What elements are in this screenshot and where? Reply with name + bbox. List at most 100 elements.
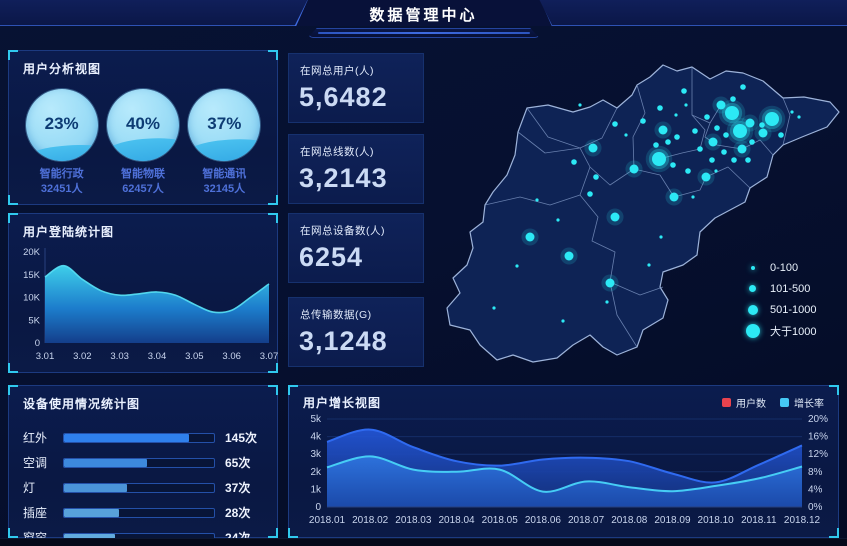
stat-label: 在网总用户(人) [300, 65, 374, 77]
legend-item-0-100[interactable]: 0-100 [746, 257, 817, 278]
bar-row-socket[interactable]: 插座 28次 [23, 501, 263, 524]
svg-text:12%: 12% [808, 449, 828, 460]
svg-text:2018.01: 2018.01 [309, 515, 346, 526]
bar-value: 28次 [225, 506, 251, 520]
panel-title-user-analysis: 用户分析视图 [23, 62, 102, 76]
gauge-percent: 37% [207, 114, 242, 133]
bar-track [63, 457, 215, 468]
liquid-gauge-iot[interactable]: 40% 智能物联 62457人 [102, 89, 183, 198]
svg-text:2018.10: 2018.10 [698, 515, 735, 526]
title-banner [294, 0, 553, 26]
svg-text:2018.06: 2018.06 [525, 515, 562, 526]
gauge-percent: 40% [125, 114, 160, 133]
legend-item-501-1000[interactable]: 501-1000 [746, 299, 817, 320]
svg-text:3.05: 3.05 [185, 351, 204, 362]
stat-card-total-devices: 在网总设备数(人) 6254 [288, 213, 424, 283]
stat-value: 5,6482 [299, 82, 388, 112]
svg-text:2018.04: 2018.04 [438, 515, 475, 526]
liquid-gauge-comm[interactable]: 37% 智能通讯 32145人 [184, 89, 265, 198]
legend-swatch-icon [722, 398, 731, 407]
legend-item-rate[interactable]: 增长率 [780, 395, 824, 410]
svg-text:10K: 10K [23, 293, 41, 304]
legend-label: 大于1000 [770, 325, 817, 338]
svg-text:2k: 2k [310, 467, 322, 478]
gauge-label: 智能物联 [120, 168, 165, 180]
svg-text:1k: 1k [310, 484, 322, 495]
gauge-circle: 40% [106, 89, 179, 161]
bar-fill [64, 533, 115, 542]
legend-label: 101-500 [770, 282, 811, 295]
svg-text:2018.09: 2018.09 [654, 515, 691, 526]
bar-label: 空调 [23, 456, 48, 470]
stat-label: 总传输数据(G) [300, 309, 372, 321]
gauge-label: 智能行政 [39, 168, 84, 180]
bar-value: 145次 [225, 431, 258, 445]
svg-text:5K: 5K [28, 315, 40, 326]
legend-item-gt-1000[interactable]: 大于1000 [746, 320, 817, 341]
svg-text:2018.08: 2018.08 [611, 515, 648, 526]
bar-label: 红外 [23, 431, 48, 445]
svg-text:3.01: 3.01 [36, 351, 55, 362]
stat-label: 在网总设备数(人) [300, 225, 385, 237]
dot-icon [746, 323, 760, 338]
bar-label: 窗帘 [23, 531, 48, 545]
bar-value: 65次 [225, 456, 251, 470]
svg-text:3.03: 3.03 [110, 351, 129, 362]
legend-label: 增长率 [794, 399, 824, 410]
bar-track [63, 432, 215, 443]
legend-label: 用户数 [736, 399, 766, 410]
svg-text:3.06: 3.06 [222, 351, 241, 362]
region-map[interactable] [430, 45, 847, 380]
svg-text:20%: 20% [808, 414, 828, 425]
panel-title-device-usage: 设备使用情况统计图 [23, 397, 141, 411]
svg-text:0%: 0% [808, 502, 823, 513]
bar-track [63, 532, 215, 543]
panel-user-analysis: 用户分析视图 23% 智能行政 32451人 40% 智能物联 62457人 [8, 50, 278, 205]
bar-row-curtain[interactable]: 窗帘 24次 [23, 526, 263, 546]
stat-card-total-lines: 在网总线数(人) 3,2143 [288, 134, 424, 204]
bar-track [63, 482, 215, 493]
gauge-circle: 23% [25, 89, 98, 161]
bar-label: 灯 [23, 481, 36, 495]
svg-text:3.04: 3.04 [148, 351, 167, 362]
stat-value: 3,1248 [299, 326, 388, 356]
growth-area-chart[interactable]: 5k 4k 3k 2k 1k 0 20% 16% 12% 8% 4% 0% 2018.01 2018.02… [289, 411, 840, 533]
legend-item-users[interactable]: 用户数 [722, 395, 766, 410]
login-area-chart[interactable]: 20K 15K 10K 5K 0 3.01 3.02 3.03 3.04 3.05 3.06 3.07 [9, 242, 279, 370]
map-legend: 0-100 101-500 501-1000 大于1000 [746, 257, 817, 341]
legend-label: 0-100 [770, 261, 799, 274]
gauge-label: 智能通讯 [202, 168, 247, 180]
panel-login-stats: 用户登陆统计图 20K 15K 10K 5K 0 3.01 3.02 3.03 3.04 3.05… [8, 213, 278, 373]
header: 数据管理中心 [0, 0, 847, 44]
stat-label: 在网总线数(人) [300, 146, 374, 158]
legend-swatch-icon [780, 398, 789, 407]
title-decoration [307, 28, 540, 38]
svg-text:3.07: 3.07 [260, 351, 279, 362]
stat-value: 3,2143 [299, 163, 388, 193]
svg-text:2018.03: 2018.03 [395, 515, 432, 526]
svg-text:15K: 15K [23, 270, 41, 281]
bar-row-ac[interactable]: 空调 65次 [23, 451, 263, 474]
legend-item-101-500[interactable]: 101-500 [746, 278, 817, 299]
gauge-count: 32451人 [40, 183, 83, 196]
svg-text:2018.02: 2018.02 [352, 515, 389, 526]
map-section: 0-100 101-500 501-1000 大于1000 [430, 45, 847, 380]
panel-device-usage: 设备使用情况统计图 红外 145次 空调 65次 灯 37次 插座 28次 [8, 385, 278, 545]
bar-fill [64, 433, 189, 442]
svg-text:2018.12: 2018.12 [784, 515, 821, 526]
panel-user-growth: 用户增长视图 用户数 增长率 [288, 385, 839, 538]
bar-value: 24次 [225, 531, 251, 545]
bar-value: 37次 [225, 481, 251, 495]
liquid-gauge-admin[interactable]: 23% 智能行政 32451人 [21, 89, 102, 198]
svg-text:4k: 4k [310, 432, 322, 443]
bar-fill [64, 508, 119, 517]
stat-value: 6254 [299, 242, 364, 272]
svg-text:8%: 8% [808, 467, 823, 478]
svg-text:4%: 4% [808, 484, 823, 495]
gauge-circle: 37% [188, 89, 261, 161]
page-title: 数据管理中心 [369, 7, 478, 24]
svg-text:2018.07: 2018.07 [568, 515, 605, 526]
bar-row-light[interactable]: 灯 37次 [23, 476, 263, 499]
bar-row-infrared[interactable]: 红外 145次 [23, 426, 263, 449]
